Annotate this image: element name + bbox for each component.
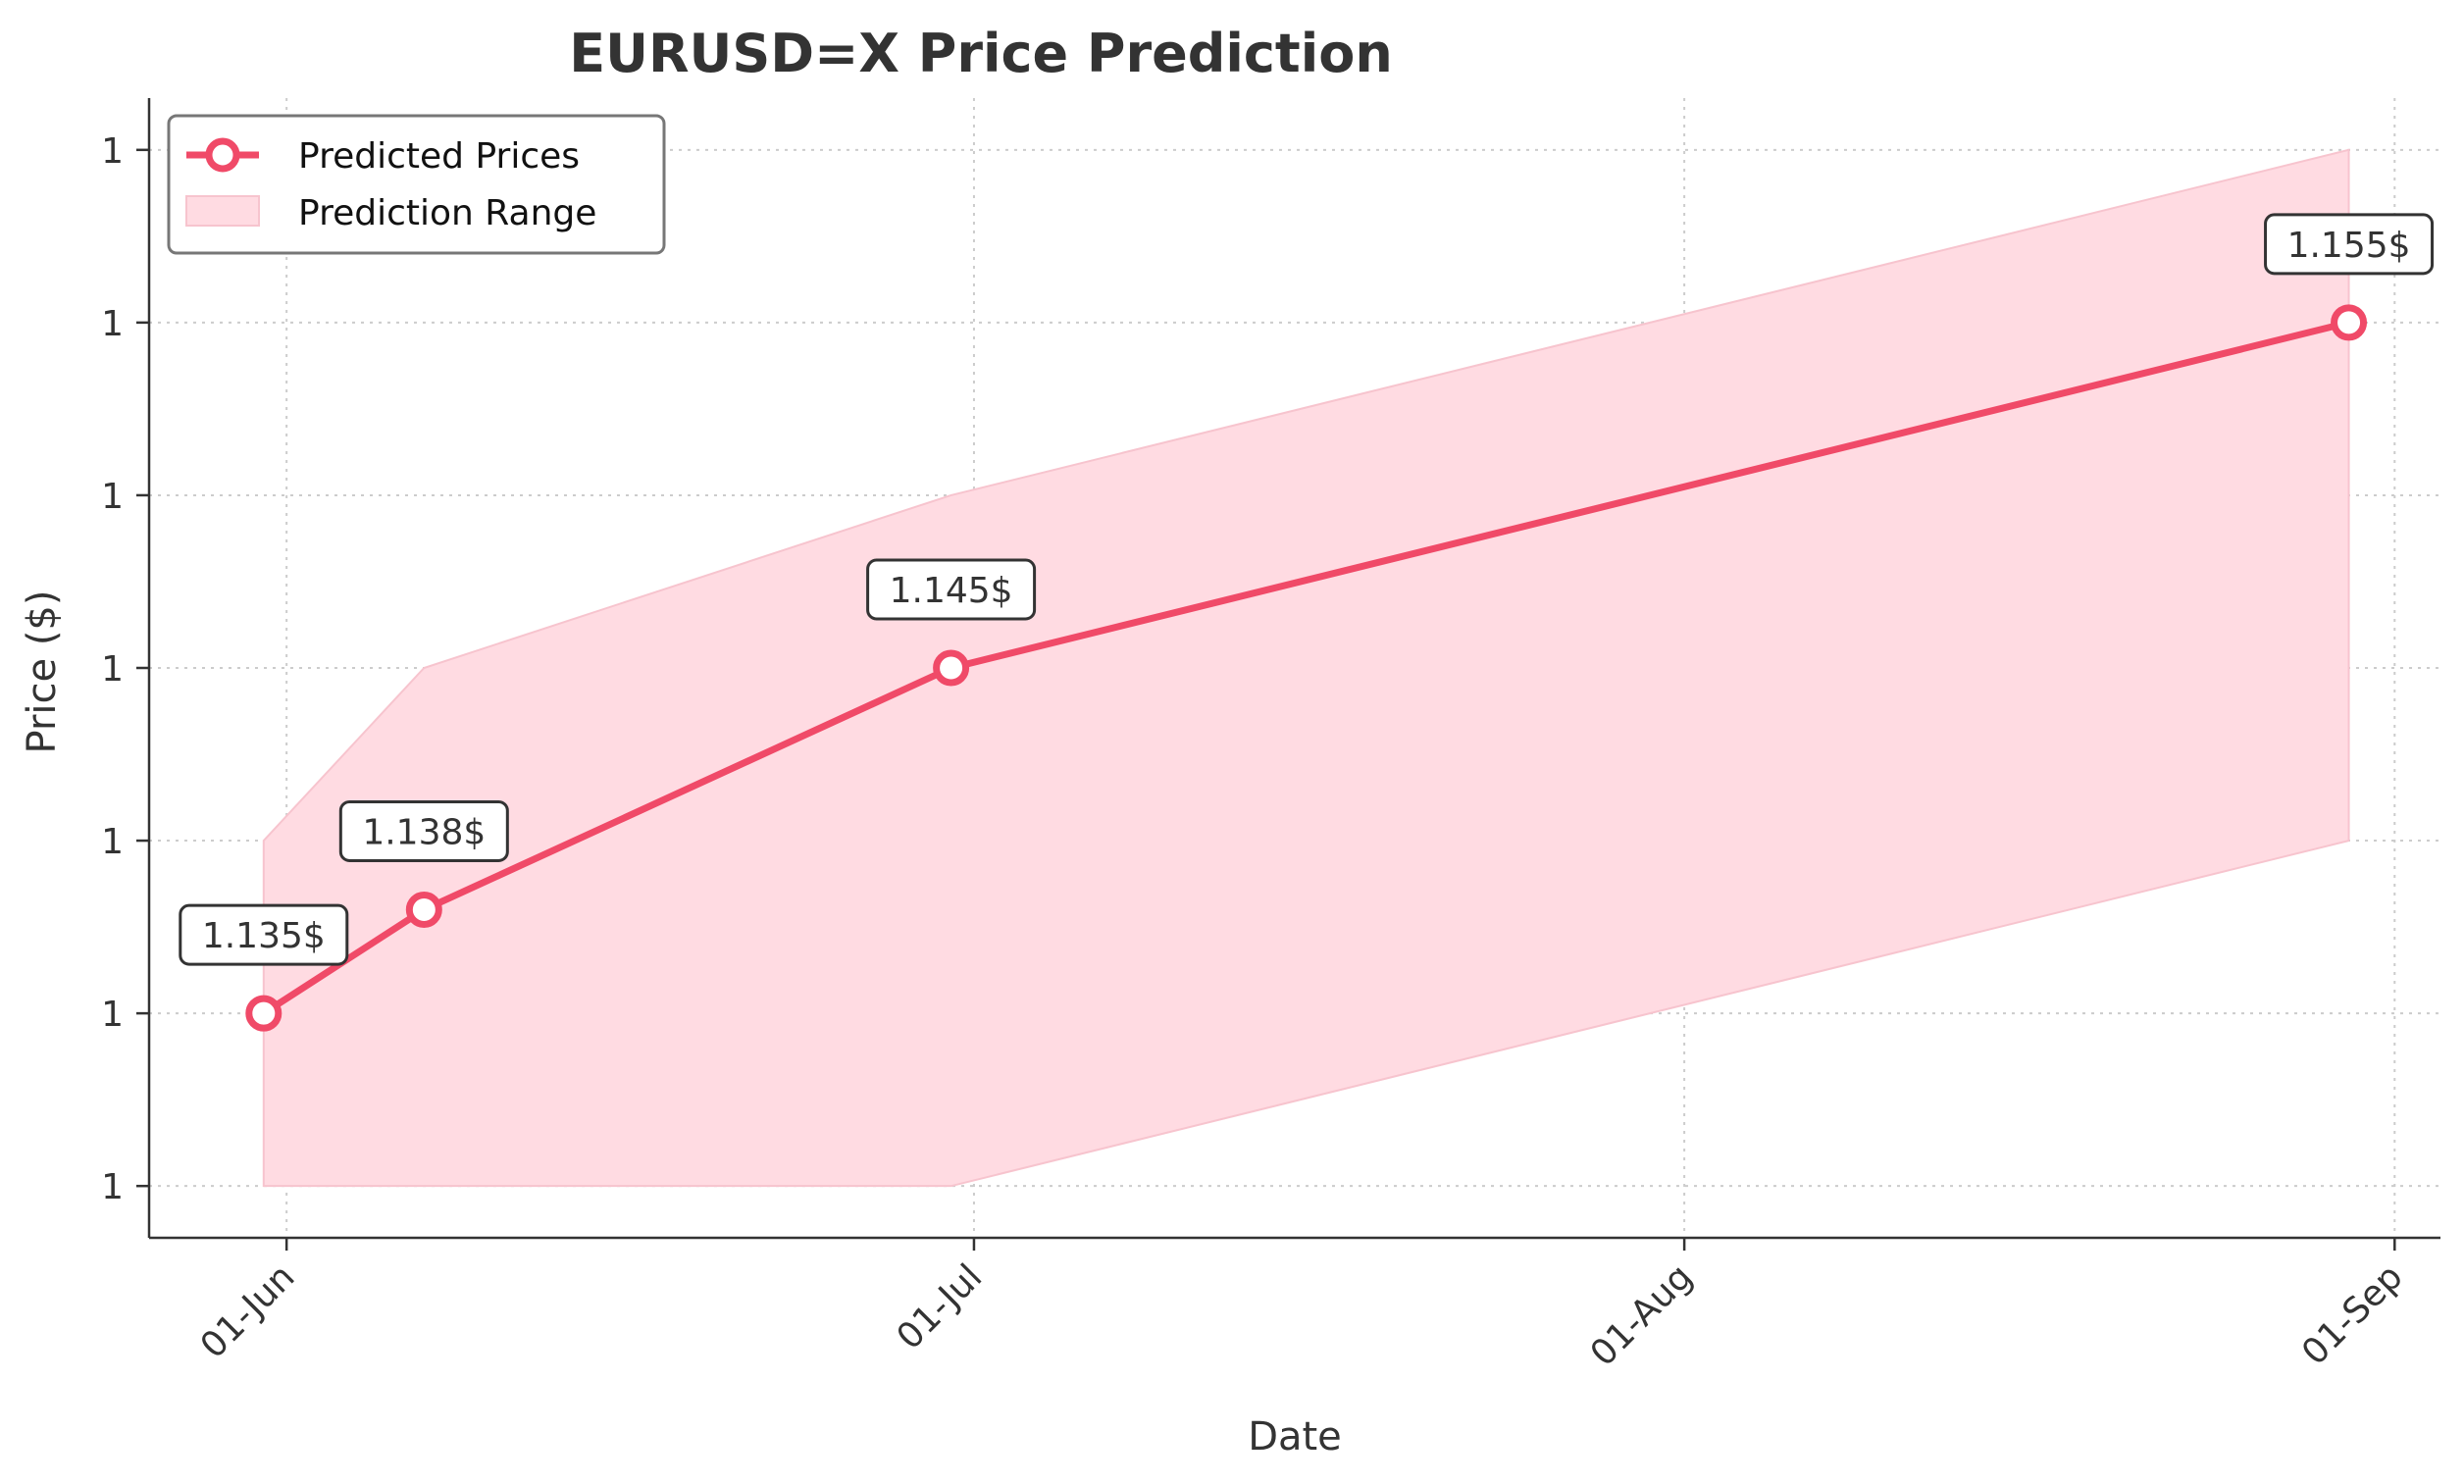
data-label: 1.155$ — [2287, 226, 2411, 266]
legend: Predicted Prices Prediction Range — [167, 114, 666, 255]
data-labels: 1.135$ 1.138$ 1.145$ 1.155$ — [179, 213, 2435, 966]
y-tick-label: 1 — [101, 649, 124, 690]
legend-label-predicted-prices: Predicted Prices — [298, 136, 580, 177]
data-label-box — [179, 903, 349, 966]
y-axis-label: Price ($) — [20, 590, 65, 754]
legend-label-prediction-range: Prediction Range — [298, 193, 596, 233]
data-point — [933, 649, 970, 687]
data-label-box — [2264, 213, 2435, 276]
data-label: 1.138$ — [362, 812, 486, 852]
prediction-range-band — [262, 148, 2350, 1188]
prediction-range-area — [262, 148, 2350, 1188]
legend-frame — [167, 114, 666, 255]
y-tick-label: 1 — [101, 995, 124, 1035]
y-tick-label: 1 — [101, 304, 124, 344]
data-label-box — [866, 558, 1037, 621]
y-tick-label: 1 — [101, 477, 124, 517]
y-tick-label: 1 — [101, 1167, 124, 1207]
legend-band-swatch — [185, 195, 260, 227]
data-label-box — [338, 799, 509, 862]
x-axis-label: Date — [1248, 1414, 1342, 1459]
data-label: 1.135$ — [202, 916, 326, 956]
data-label: 1.145$ — [890, 571, 1013, 611]
y-tick-label: 1 — [101, 822, 124, 862]
chart-title: EURUSD=X Price Prediction — [569, 23, 1393, 84]
legend-marker-swatch — [205, 137, 240, 173]
y-tick-label: 1 — [101, 131, 124, 172]
data-point — [245, 995, 282, 1032]
data-point — [2331, 304, 2368, 341]
data-point — [405, 891, 442, 928]
